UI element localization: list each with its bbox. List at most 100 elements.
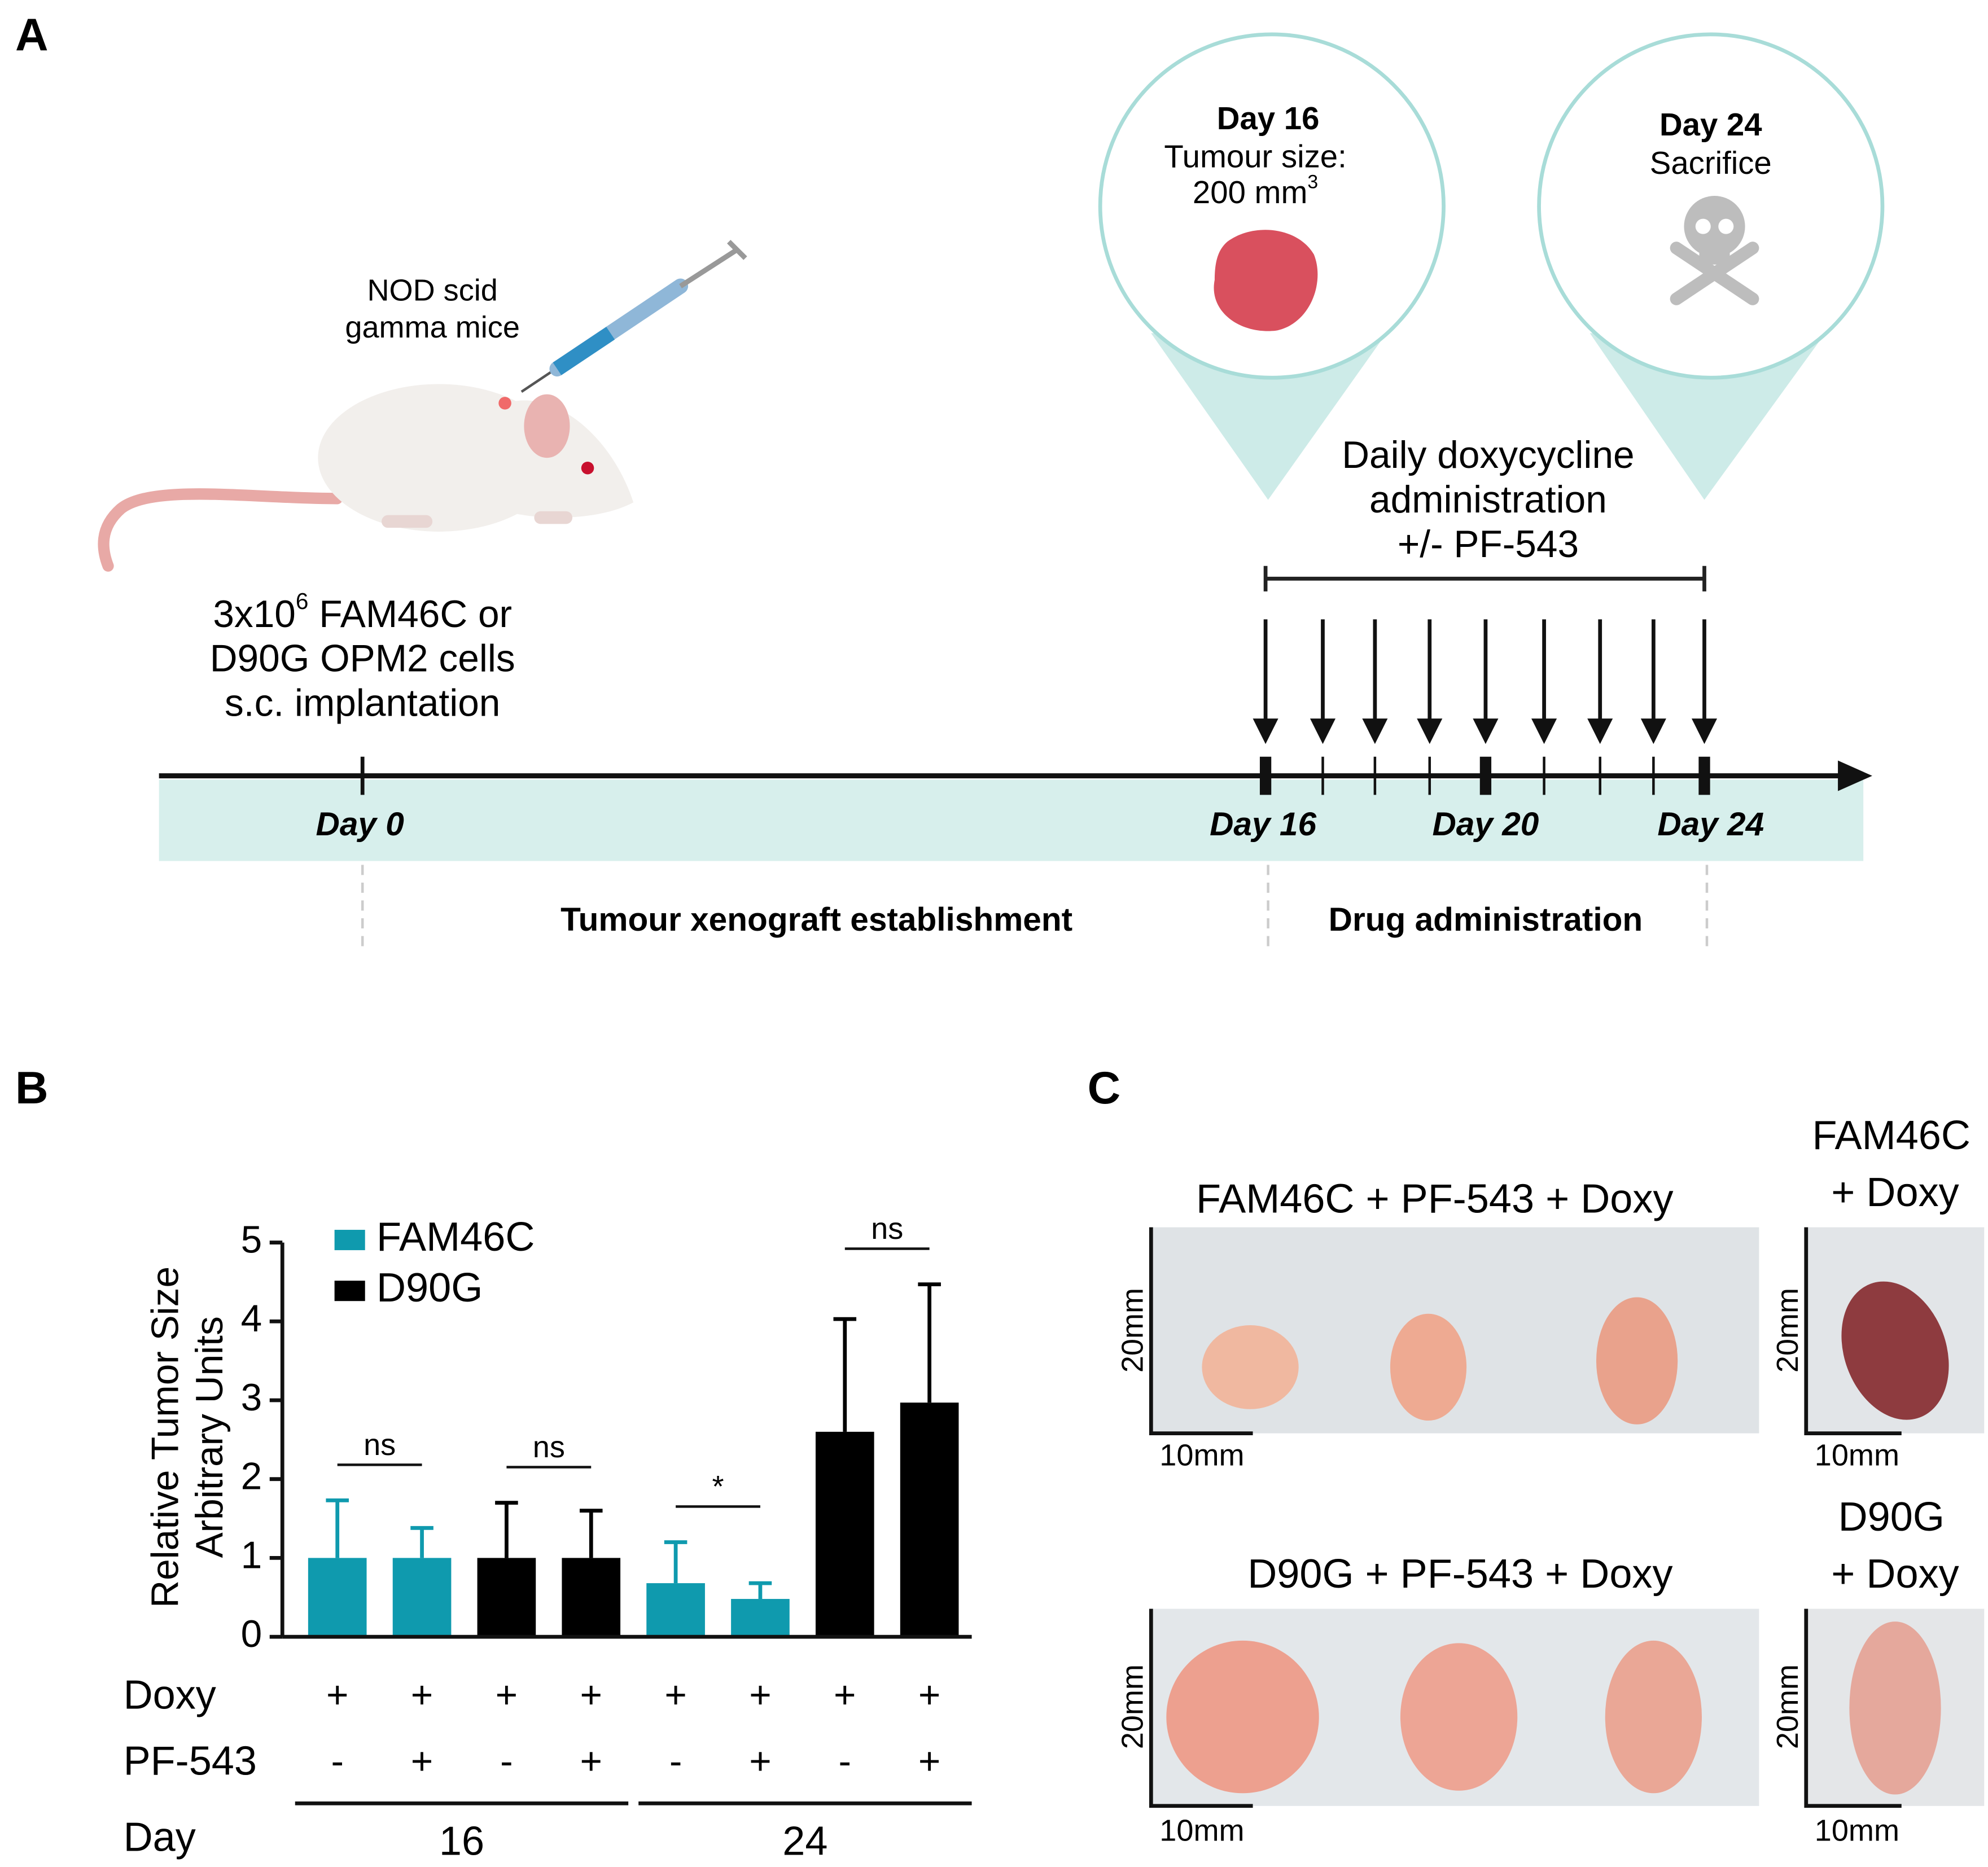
y-axis-label: Arbitrary Units (189, 1316, 231, 1558)
timeline-band (159, 779, 1864, 861)
phase-label: Drug administration (1329, 901, 1643, 938)
scale-label: 20mm (1115, 1664, 1149, 1749)
doxy-sign: + (664, 1674, 686, 1716)
y-tick-label: 2 (241, 1456, 262, 1498)
arrowhead (1640, 718, 1666, 744)
doxy-sign: + (326, 1674, 348, 1716)
scale-label: 10mm (1815, 1439, 1899, 1472)
row-label: Doxy (124, 1672, 216, 1717)
row-label: Day (124, 1815, 196, 1860)
bubble (1098, 32, 1446, 380)
panel-b: B Relative Tumor Size Arbitrary Units 0 1… (15, 1063, 972, 1864)
scale-label: 20mm (1771, 1664, 1805, 1749)
significance-label: ns (871, 1212, 903, 1246)
scale-label: 10mm (1815, 1813, 1899, 1847)
bar (731, 1599, 790, 1637)
y-tick-label: 4 (241, 1298, 262, 1340)
legend-label: D90G (376, 1265, 483, 1311)
day-group-label: 24 (782, 1818, 827, 1864)
day-group-label: 16 (439, 1818, 484, 1864)
scale-label: 10mm (1159, 1813, 1244, 1847)
panel-label: C (1088, 1063, 1121, 1114)
text: FAM46C or (308, 593, 512, 636)
tumour (1841, 1281, 1949, 1420)
bubble-text: Sacrifice (1650, 145, 1772, 181)
timeline-ticks (360, 756, 1710, 795)
tumour (1390, 1313, 1467, 1421)
pf543-sign: + (918, 1740, 940, 1782)
treatment-text: administration (1369, 479, 1607, 521)
legend-swatch (334, 1230, 365, 1251)
bar (815, 1431, 874, 1637)
bubble-pointer (1151, 333, 1387, 500)
superscript: 3 (1307, 171, 1318, 192)
day-label: Day 24 (1657, 806, 1764, 843)
bar (477, 1558, 536, 1637)
pf543-sign: + (580, 1740, 602, 1782)
superscript: 6 (296, 588, 309, 614)
arrowhead (1362, 718, 1388, 744)
tumour (1596, 1297, 1678, 1425)
bar (646, 1583, 705, 1637)
bar (562, 1558, 621, 1637)
tumour (1849, 1621, 1941, 1795)
pf543-sign: - (669, 1740, 682, 1782)
tumour-icon (1214, 230, 1318, 331)
arrowhead (1691, 718, 1718, 744)
mouse-label: NOD scid (367, 274, 497, 308)
panel-label: B (15, 1063, 49, 1114)
pf543-sign: - (500, 1740, 513, 1782)
bubble-pointer (1589, 333, 1825, 500)
doxy-sign: + (580, 1674, 602, 1716)
tumour (1166, 1640, 1319, 1794)
bubble-text: Tumour size: (1164, 139, 1346, 174)
row-label: PF-543 (124, 1738, 257, 1783)
bracket (1263, 566, 1706, 591)
implant-text: D90G OPM2 cells (210, 638, 515, 680)
pf543-sign: - (331, 1740, 344, 1782)
doxy-sign: + (749, 1674, 771, 1716)
bar (900, 1403, 959, 1637)
y-axis-label: Relative Tumor Size (144, 1266, 186, 1608)
scale-label: 20mm (1115, 1288, 1149, 1373)
bar (392, 1558, 452, 1637)
pf543-sign: + (411, 1740, 433, 1782)
photo-title: D90G (1838, 1495, 1945, 1540)
y-tick-label: 3 (241, 1377, 262, 1419)
text: 200 mm (1193, 174, 1307, 210)
y-tick-label: 5 (241, 1219, 262, 1261)
panel-c: C FAM46C + PF-543 + Doxy D90G + PF-543 +… (1088, 1063, 1985, 1847)
panel-label: A (15, 10, 49, 60)
significance-label: * (712, 1470, 724, 1504)
syringe (520, 239, 747, 393)
tumour (1400, 1643, 1518, 1791)
arrowhead (1473, 718, 1499, 744)
photo-title: + Doxy (1831, 1170, 1959, 1215)
legend-swatch (334, 1281, 365, 1301)
significance-label: ns (533, 1430, 565, 1464)
dose-arrows (1253, 619, 1718, 744)
phase-label: Tumour xenograft establishment (561, 901, 1072, 938)
doxy-sign: + (411, 1674, 433, 1716)
doxy-sign: + (496, 1674, 518, 1716)
legend-label: FAM46C (376, 1215, 535, 1260)
implant-text: s.c. implantation (225, 682, 500, 725)
bubble-title: Day 24 (1659, 107, 1762, 142)
bubble-title: Day 16 (1217, 100, 1320, 136)
day-label: Day 0 (316, 806, 404, 843)
timeline-arrow (1838, 760, 1872, 791)
treatment-text: Daily doxycycline (1342, 434, 1634, 476)
pf543-sign: - (839, 1740, 852, 1782)
tumour (1202, 1325, 1299, 1409)
photo-title: + Doxy (1831, 1552, 1959, 1597)
arrowhead (1253, 718, 1278, 744)
doxy-sign: + (834, 1674, 856, 1716)
y-tick-label: 1 (241, 1534, 262, 1576)
significance-label: ns (364, 1428, 396, 1462)
mouse-label: gamma mice (345, 310, 520, 344)
arrowhead (1587, 718, 1613, 744)
panel-a: A NOD scid gamma mice Day 16 Tumour size… (15, 10, 1885, 948)
implant-text: 3x106 FAM46C or (213, 588, 512, 636)
photo-title: FAM46C (1812, 1113, 1971, 1158)
doxy-sign: + (918, 1674, 940, 1716)
